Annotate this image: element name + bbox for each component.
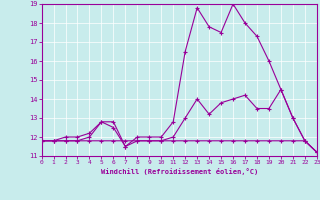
X-axis label: Windchill (Refroidissement éolien,°C): Windchill (Refroidissement éolien,°C)	[100, 168, 258, 175]
